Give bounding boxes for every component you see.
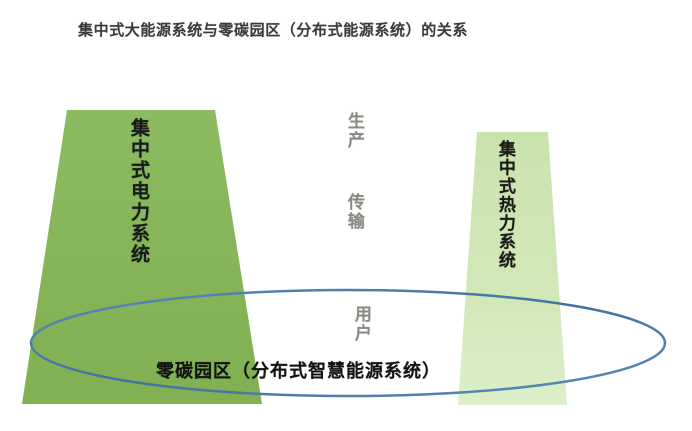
centralized-power-system-shape — [22, 110, 262, 404]
centralized-power-system-label: 集中式电力系统 — [127, 118, 150, 265]
page-title: 集中式大能源系统与零碳园区（分布式能源系统）的关系 — [78, 21, 469, 39]
stage-label-users: 用户 — [350, 305, 371, 343]
stage-label-transmission: 传输 — [343, 193, 364, 231]
centralized-heat-system-shape — [458, 132, 567, 405]
stage-label-production: 生产 — [343, 112, 364, 150]
centralized-heat-system-label: 集中式热力系统 — [494, 140, 515, 270]
zero-carbon-park-label: 零碳园区（分布式智慧能源系统） — [156, 361, 441, 382]
zero-carbon-park-ellipse-shape — [29, 288, 667, 398]
